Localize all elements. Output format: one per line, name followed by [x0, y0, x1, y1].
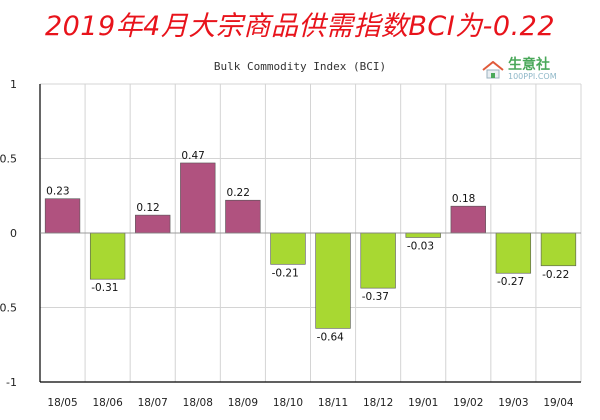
page-title: 2019年4月大宗商品供需指数BCI为-0.22	[44, 11, 556, 42]
bar	[315, 232, 351, 329]
watermark-url: 100PPI.COM	[508, 72, 557, 81]
watermark-brand: 生意社	[508, 57, 550, 73]
x-tick-label: 19/01	[408, 397, 438, 409]
value-labels: 0.23 -0.31 0.12 0.47 0.22 -0.21 -0.64 -0.37 -0.0…	[46, 150, 569, 343]
bar	[135, 214, 171, 234]
bar-chart: Bulk Commodity Index (BCI) 0.23 -0.31 0.12…	[0, 60, 582, 409]
bar	[225, 199, 261, 234]
y-tick-label: 0.5	[0, 153, 17, 166]
x-tick-label: 19/03	[498, 397, 528, 409]
y-tick-labels: 1 0.5 0 -0.5 -1	[0, 78, 17, 389]
x-tick-label: 18/09	[228, 397, 258, 409]
y-tick-label: 0	[10, 227, 17, 240]
bar	[360, 232, 396, 289]
bars	[44, 162, 577, 329]
bar-value-label: -0.22	[542, 269, 569, 281]
bar-value-label: -0.27	[497, 276, 524, 288]
axes	[39, 84, 581, 383]
bar-value-label: -0.64	[317, 331, 344, 343]
house-icon	[482, 60, 504, 78]
bar	[270, 232, 306, 265]
x-tick-label: 18/06	[92, 397, 123, 409]
x-tick-labels: 18/05 18/06 18/07 18/08 18/09 18/10 18/11 18/12…	[47, 397, 573, 409]
x-tick-label: 18/11	[318, 397, 348, 409]
chart-container: Bulk Commodity Index (BCI) 0.23 -0.31 0.12…	[0, 52, 600, 420]
bar-value-label: -0.21	[272, 267, 299, 279]
y-tick-label: 1	[10, 78, 17, 91]
x-tick-label: 19/02	[453, 397, 483, 409]
watermark: 生意社 100PPI.COM	[482, 58, 557, 81]
bar	[44, 198, 81, 234]
x-tick-label: 18/08	[183, 397, 213, 409]
x-tick-label: 18/05	[47, 397, 77, 409]
bar	[180, 162, 216, 234]
bar	[495, 232, 532, 274]
bar-value-label: 0.23	[46, 186, 69, 198]
bar-value-label: -0.37	[362, 291, 389, 303]
x-tick-label: 18/12	[363, 397, 393, 409]
bar-value-label: 0.22	[227, 187, 250, 199]
bar-value-label: 0.18	[452, 193, 475, 205]
x-tick-label: 18/07	[138, 397, 168, 409]
chart-title: Bulk Commodity Index (BCI)	[214, 60, 386, 73]
bar-value-label: 0.12	[136, 202, 159, 214]
y-tick-label: -1	[6, 376, 17, 389]
bar-value-label: -0.03	[407, 240, 434, 252]
bar	[540, 232, 577, 267]
bar-value-label: -0.31	[91, 282, 118, 294]
x-tick-label: 18/10	[273, 397, 303, 409]
x-tick-label: 19/04	[543, 397, 574, 409]
bar	[450, 205, 486, 234]
bar	[89, 232, 126, 280]
y-tick-label: -0.5	[0, 302, 17, 315]
bar	[405, 232, 441, 238]
bar-value-label: 0.47	[181, 150, 204, 162]
